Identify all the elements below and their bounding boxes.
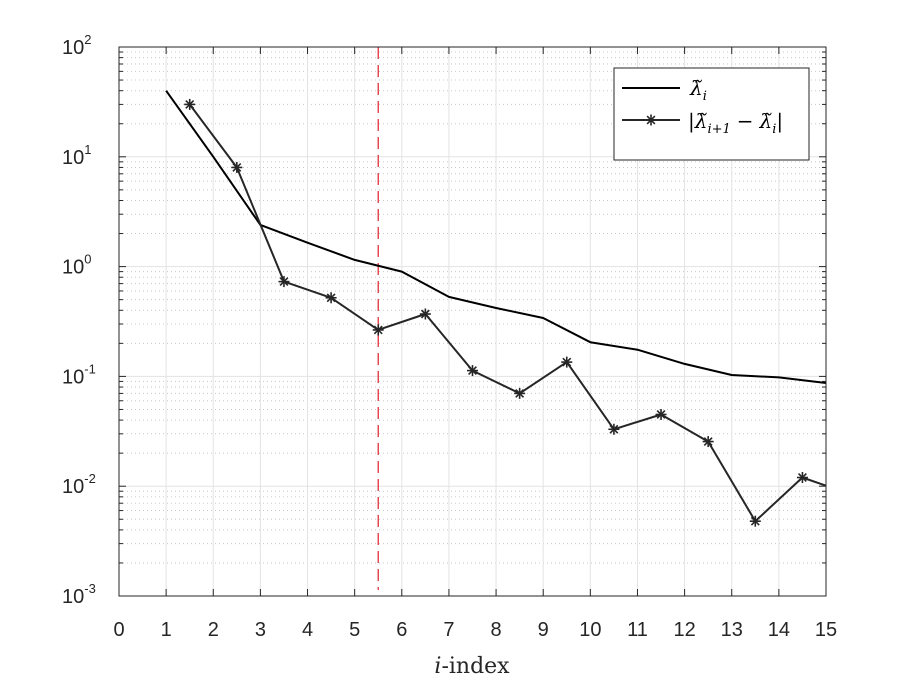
data-point-marker <box>749 515 761 527</box>
x-tick-label: 13 <box>721 619 743 641</box>
legend-label-eigenvalue: λ̃i <box>689 76 707 104</box>
x-tick-label: 7 <box>443 619 454 641</box>
data-point-marker <box>561 356 573 368</box>
x-tick-label: 15 <box>815 619 837 641</box>
legend-label-gap: |λ̃i+1− λ̃i| <box>688 109 783 137</box>
y-tick-label: 10-2 <box>62 471 96 498</box>
data-point-marker <box>419 308 431 320</box>
series-layer <box>165 47 827 590</box>
data-point-marker <box>372 324 384 336</box>
x-axis-label: i-index <box>434 654 510 679</box>
data-point-marker <box>796 472 808 484</box>
x-tick-label: 2 <box>208 619 219 641</box>
data-point-marker <box>467 365 478 377</box>
data-point-marker <box>278 276 290 288</box>
data-point-marker <box>608 423 620 435</box>
data-point-marker <box>184 98 196 110</box>
x-tick-label: 0 <box>113 619 124 641</box>
x-tick-label: 6 <box>396 619 407 641</box>
x-tick-label: 8 <box>491 619 502 641</box>
x-tick-labels: 0 1 2 3 4 5 6 7 8 9 10 11 12 13 14 15 <box>113 619 837 641</box>
legend: λ̃i |λ̃i+1− λ̃i| <box>613 67 810 161</box>
y-tick-label: 101 <box>62 142 91 169</box>
x-tick-label: 12 <box>673 619 695 641</box>
x-tick-label: 11 <box>627 619 648 641</box>
legend-box <box>613 67 810 161</box>
data-point-marker <box>325 292 337 304</box>
series-line-eigenvalue <box>165 90 827 384</box>
x-tick-label: 3 <box>255 619 266 641</box>
plot-frame <box>118 46 827 597</box>
y-tick-labels: 10-3 10-2 10-1 100 101 102 <box>62 32 96 608</box>
y-tick-label: 10-3 <box>62 581 96 608</box>
x-tick-label: 1 <box>161 619 172 641</box>
x-tick-label: 9 <box>538 619 549 641</box>
x-tick-label: 4 <box>302 619 313 641</box>
y-tick-label: 102 <box>62 32 91 59</box>
axis-ticks <box>118 46 827 597</box>
y-tick-label: 100 <box>62 252 91 279</box>
data-point-marker <box>702 436 714 448</box>
x-tick-label: 14 <box>768 619 790 641</box>
x-tick-label: 10 <box>579 619 601 641</box>
x-tick-label: 5 <box>349 619 360 641</box>
data-point-marker <box>231 161 243 173</box>
legend-marker-glyph <box>645 114 657 126</box>
data-point-marker <box>655 408 667 420</box>
legend-asterisk-marker <box>645 114 657 126</box>
data-point-marker <box>514 387 526 399</box>
y-tick-label: 10-1 <box>62 361 96 388</box>
